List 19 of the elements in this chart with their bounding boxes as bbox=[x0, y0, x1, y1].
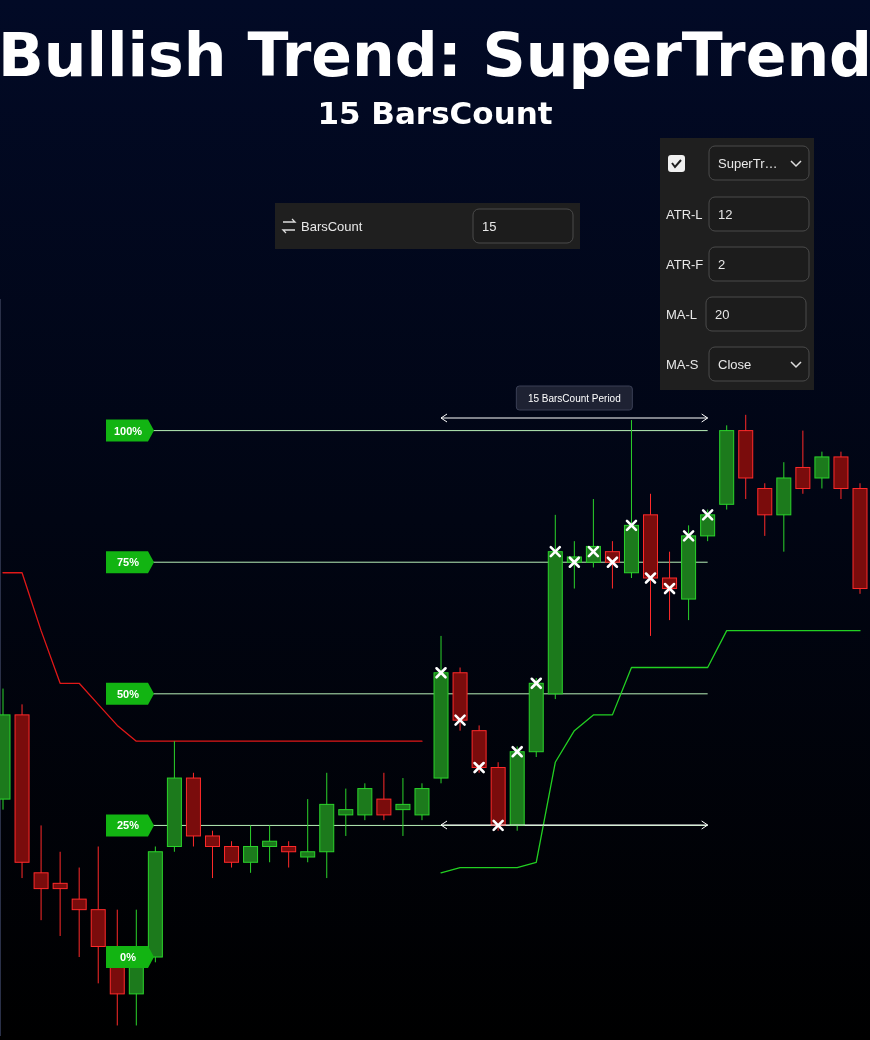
text: BarsCount bbox=[301, 219, 363, 234]
text: 12 bbox=[718, 207, 733, 222]
text: ATR-F bbox=[666, 257, 704, 272]
text: 2 bbox=[718, 257, 726, 272]
annotation: Close bbox=[718, 357, 752, 372]
annotation: MA-S bbox=[666, 357, 699, 372]
text: SuperTr… bbox=[718, 156, 778, 171]
annotation: MA-L bbox=[666, 307, 698, 322]
chart-subtitle: 15 BarsCount bbox=[317, 95, 553, 131]
text: ATR-L bbox=[666, 207, 703, 222]
annotation: 15 BarsCount Period bbox=[527, 393, 621, 404]
chart-title: Bullish Trend: SuperTrend bbox=[0, 20, 870, 90]
y-tick-label: 25% bbox=[116, 819, 140, 832]
y-tick-label: 50% bbox=[116, 687, 140, 700]
y-tick-label: 75% bbox=[116, 556, 140, 569]
text: 15 bbox=[482, 219, 497, 234]
annotation: 20 bbox=[715, 307, 730, 322]
y-tick-label: 100% bbox=[113, 424, 143, 437]
y-tick-label: 0% bbox=[120, 951, 137, 964]
